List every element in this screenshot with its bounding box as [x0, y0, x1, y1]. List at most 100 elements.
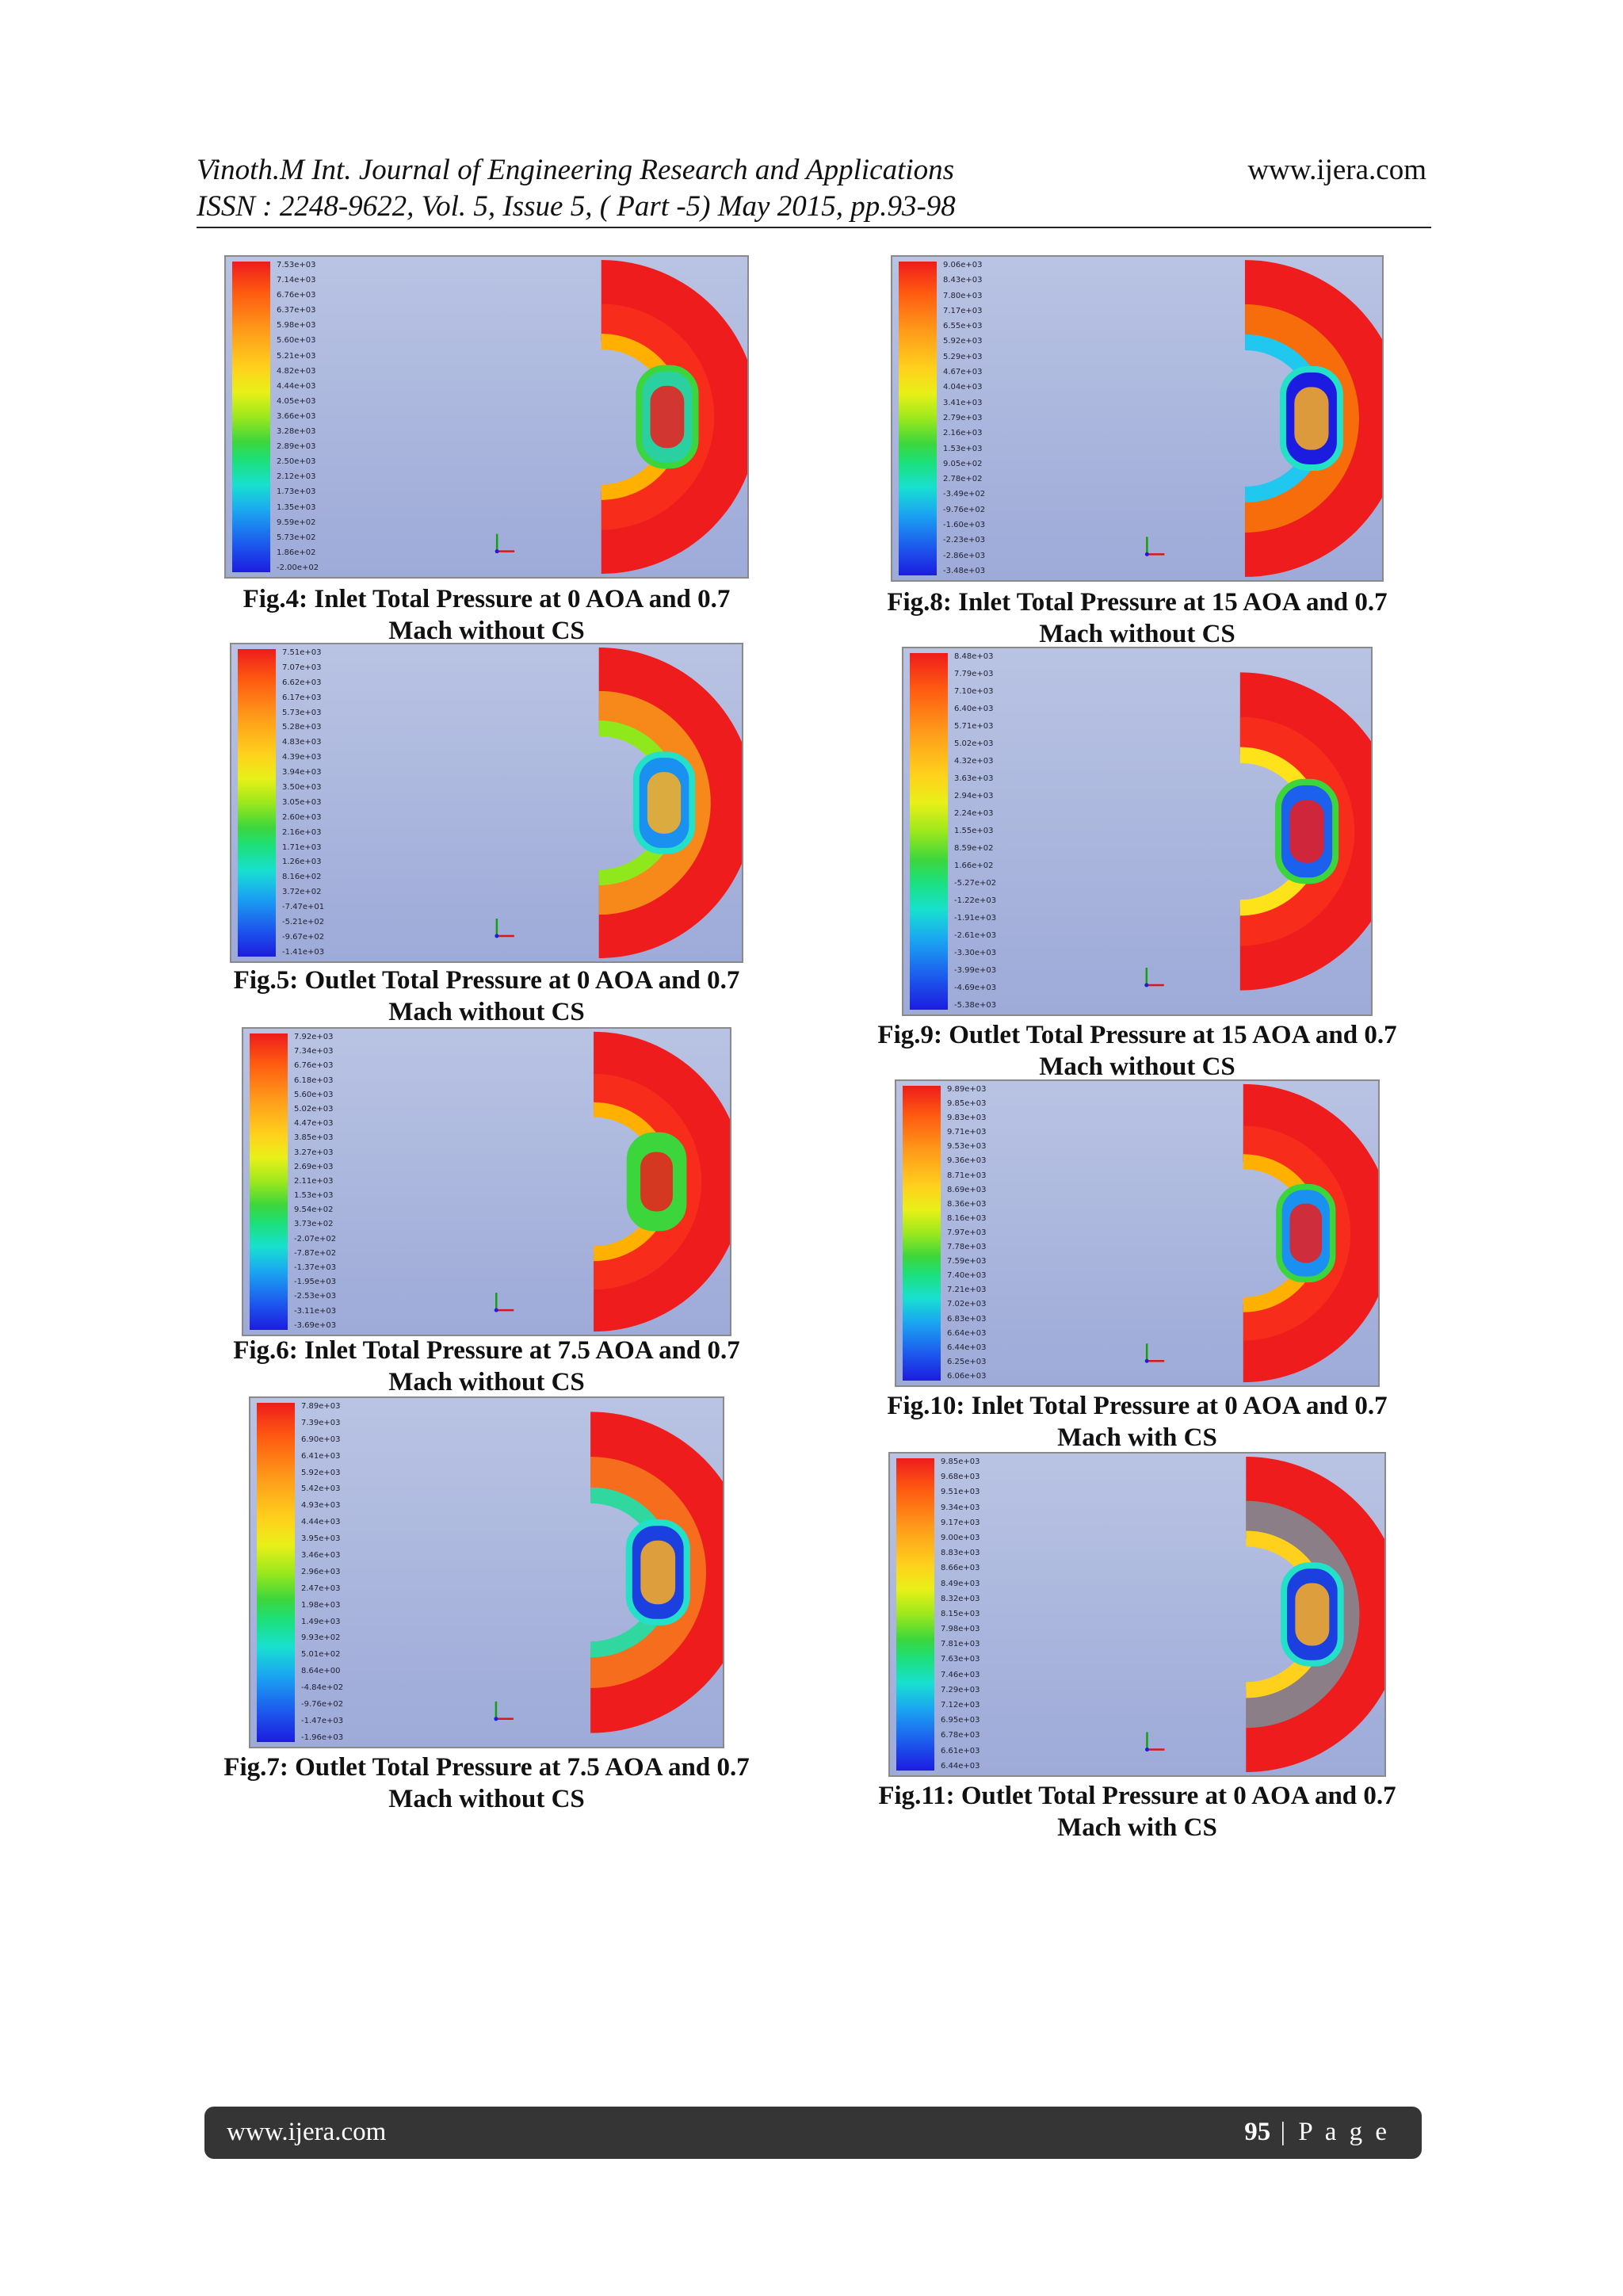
legend-tick-label: -9.76e+02 [301, 1700, 344, 1710]
legend-tick-label: 1.73e+03 [277, 487, 316, 497]
figure-11-caption: Fig.11: Outlet Total Pressure at 0 AOA a… [878, 1780, 1396, 1843]
legend-tick-label: -5.21e+02 [282, 918, 325, 927]
color-legend: 7.51e+03 7.07e+03 6.62e+03 6.17e+03 5.73e+03… [238, 649, 388, 957]
mid-pressure-band [598, 690, 711, 915]
legend-tick-label: 9.34e+03 [941, 1503, 980, 1512]
legend-tick-label: 9.05e+02 [943, 459, 983, 468]
legend-colorbar [257, 1403, 295, 1742]
color-legend: 9.06e+03 8.43e+03 7.80e+03 7.17e+03 6.55e+03… [899, 262, 1049, 575]
legend-tick-label: 4.39e+03 [282, 753, 322, 762]
legend-tick-label: 7.02e+03 [947, 1300, 987, 1309]
legend-tick-label: 4.83e+03 [282, 738, 322, 747]
pressure-contour-plot [1144, 1457, 1384, 1772]
legend-tick-label: -2.86e+03 [943, 551, 986, 560]
legend-tick-label: 6.25e+03 [947, 1357, 987, 1366]
axis-origin [494, 1717, 498, 1721]
legend-tick-label: 2.11e+03 [294, 1176, 334, 1186]
legend-tick-label: 7.92e+03 [294, 1033, 334, 1041]
mid-pressure-band [1244, 304, 1359, 533]
pressure-contour-plot [1144, 672, 1371, 991]
legend-colorbar [899, 262, 937, 575]
legend-colorbar [232, 262, 270, 572]
legend-tick-label: 6.37e+03 [277, 306, 316, 315]
legend-tick-label: 7.78e+03 [947, 1243, 987, 1252]
legend-tick-label: 4.04e+03 [943, 383, 983, 392]
legend-tick-label: 8.32e+03 [941, 1594, 980, 1603]
legend-tick-label: 4.44e+03 [277, 381, 316, 391]
legend-tick-label: 1.49e+03 [301, 1617, 341, 1626]
legend-tick-label: 5.92e+03 [301, 1468, 341, 1477]
axis-origin [495, 549, 499, 554]
cavity-core [650, 385, 685, 449]
legend-tick-label: 6.64e+03 [947, 1328, 987, 1338]
legend-tick-label: 6.83e+03 [947, 1314, 987, 1324]
legend-tick-label: 6.18e+03 [294, 1075, 334, 1085]
footer-url[interactable]: www.ijera.com [227, 2118, 387, 2146]
legend-tick-label: 7.07e+03 [282, 663, 322, 672]
caption-line: Fig.10: Inlet Total Pressure at 0 AOA an… [887, 1392, 1388, 1420]
legend-ticks: 7.51e+03 7.07e+03 6.62e+03 6.17e+03 5.73e+03… [282, 649, 324, 957]
caption-line: Mach with CS [1057, 1813, 1217, 1842]
legend-colorbar [896, 1458, 934, 1771]
legend-tick-label: 6.78e+03 [941, 1731, 980, 1740]
legend-ticks: 9.89e+03 9.85e+03 9.83e+03 9.71e+03 9.53e+03… [947, 1086, 987, 1381]
legend-tick-label: -2.00e+02 [277, 563, 319, 572]
legend-tick-label: 6.40e+03 [954, 705, 994, 713]
legend-colorbar [250, 1033, 288, 1330]
legend-tick-label: -9.76e+02 [943, 505, 986, 514]
caption-line: Fig.4: Inlet Total Pressure at 0 AOA and… [242, 585, 731, 613]
pressure-contour-plot [1144, 1083, 1378, 1383]
legend-tick-label: 9.85e+03 [941, 1457, 980, 1466]
legend-tick-label: 5.02e+03 [954, 739, 994, 748]
page-label: | P a g e [1270, 2118, 1390, 2146]
legend-tick-label: 9.36e+03 [947, 1156, 987, 1166]
legend-tick-label: -4.84e+02 [301, 1683, 344, 1693]
legend-tick-label: 9.83e+03 [947, 1114, 987, 1123]
legend-tick-label: 3.63e+03 [954, 774, 994, 783]
caption-line: Fig.11: Outlet Total Pressure at 0 AOA a… [878, 1782, 1396, 1810]
header-rule [197, 227, 1431, 228]
legend-tick-label: 5.21e+03 [277, 351, 316, 361]
legend-colorbar [903, 1086, 941, 1381]
figure-9-contour: 8.48e+03 7.79e+03 7.10e+03 6.40e+03 5.71e+03… [902, 647, 1373, 1016]
legend-tick-label: -7.87e+02 [294, 1248, 337, 1258]
legend-ticks: 9.06e+03 8.43e+03 7.80e+03 7.17e+03 6.55e+03… [943, 262, 985, 575]
legend-tick-label: 3.73e+02 [294, 1220, 334, 1229]
legend-tick-label: 4.67e+03 [943, 368, 983, 377]
legend-tick-label: 7.12e+03 [941, 1701, 980, 1710]
legend-tick-label: 6.17e+03 [282, 693, 322, 702]
legend-tick-label: -3.11e+03 [294, 1306, 337, 1316]
axis-origin [494, 1308, 498, 1312]
legend-tick-label: 2.89e+03 [277, 442, 316, 452]
caption-line: Fig.8: Inlet Total Pressure at 15 AOA an… [887, 588, 1388, 617]
cavity-core [1289, 800, 1324, 863]
figure-6-contour: 7.92e+03 7.34e+03 6.76e+03 6.18e+03 5.60e+03… [242, 1027, 731, 1336]
mid-pressure-band [594, 1073, 702, 1290]
caption-line: Mach without CS [388, 1785, 585, 1813]
legend-tick-label: 7.98e+03 [941, 1625, 980, 1634]
legend-tick-label: 3.85e+03 [294, 1133, 334, 1143]
legend-tick-label: 3.95e+03 [301, 1534, 341, 1544]
pressure-contour-plot [494, 1412, 723, 1733]
legend-tick-label: 3.66e+03 [277, 411, 316, 421]
legend-tick-label: 1.71e+03 [282, 842, 322, 852]
journal-line: Vinoth.M Int. Journal of Engineering Res… [197, 154, 955, 186]
legend-tick-label: 9.71e+03 [947, 1128, 987, 1137]
legend-tick-label: 1.86e+02 [277, 548, 316, 557]
cavity-core [1294, 387, 1329, 450]
pressure-contour-plot [494, 1031, 730, 1332]
legend-tick-label: 6.06e+03 [947, 1371, 987, 1381]
color-legend: 7.89e+03 7.39e+03 6.90e+03 6.41e+03 5.92e+03… [257, 1403, 407, 1742]
legend-tick-label: 9.93e+02 [301, 1633, 341, 1643]
legend-tick-label: 9.17e+03 [941, 1518, 980, 1527]
axis-origin [1144, 983, 1149, 988]
legend-tick-label: 5.28e+03 [282, 723, 322, 732]
legend-ticks: 8.48e+03 7.79e+03 7.10e+03 6.40e+03 5.71e+03… [954, 653, 996, 1010]
mid-pressure-band [590, 1457, 707, 1688]
legend-tick-label: 7.40e+03 [947, 1271, 987, 1281]
header-url[interactable]: www.ijera.com [1247, 154, 1426, 186]
legend-tick-label: 9.68e+03 [941, 1473, 980, 1482]
color-legend: 9.85e+03 9.68e+03 9.51e+03 9.34e+03 9.17e+03… [896, 1458, 1047, 1771]
legend-tick-label: 8.64e+00 [301, 1667, 341, 1676]
axis-origin [1144, 1748, 1149, 1752]
